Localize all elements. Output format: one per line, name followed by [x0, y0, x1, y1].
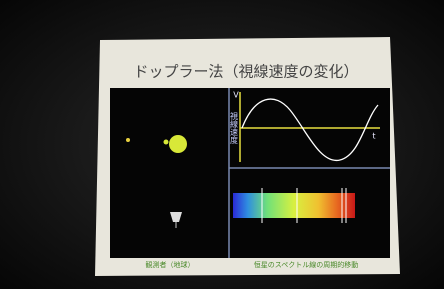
- planet-dot: [164, 140, 169, 145]
- planet: [169, 135, 187, 153]
- star: [126, 138, 130, 142]
- photo: ドップラー法（視線速度の変化） V t 視線速度 観測者（地球） 恒星のスペクト…: [0, 0, 444, 289]
- x-axis-letter: t: [372, 132, 375, 141]
- caption: 観測者（地球）: [146, 260, 195, 269]
- spectrum: [233, 193, 355, 218]
- y-axis-label: 視線速度: [230, 112, 239, 145]
- y-axis-letter: V: [233, 91, 239, 100]
- caption: 恒星のスペクトル線の周期的移動: [254, 260, 359, 269]
- slide-title: ドップラー法（視線速度の変化）: [133, 63, 358, 81]
